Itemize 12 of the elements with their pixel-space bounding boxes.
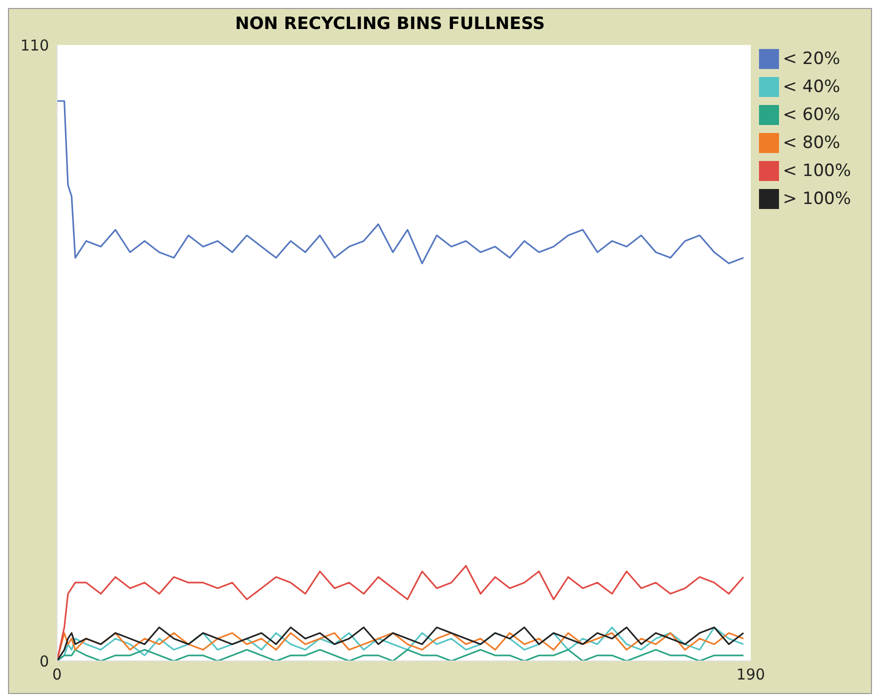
legend-label: < 80% [782,133,840,153]
legend-label: > 100% [782,189,851,209]
line-series [57,626,744,661]
y-tick-label: 110 [20,36,49,54]
legend-label: < 40% [782,77,840,97]
legend-label: < 60% [782,105,840,125]
x-tick-label: 190 [736,666,766,684]
legend-label: < 20% [782,49,840,69]
legend-label: < 100% [782,161,851,181]
line-series [57,100,744,264]
line-series [57,565,744,661]
chart-title: NON RECYCLING BINS FULLNESS [234,13,546,36]
